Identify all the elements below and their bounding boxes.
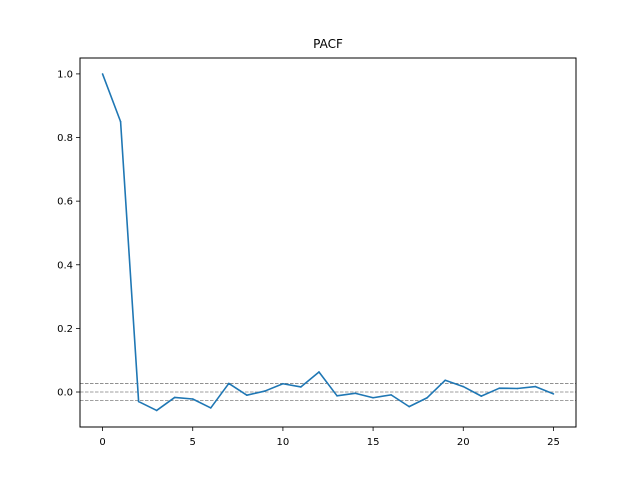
data-point <box>191 398 194 400</box>
data-point <box>498 387 501 389</box>
data-point <box>264 390 266 392</box>
x-tick-label: 15 <box>367 437 380 448</box>
data-point <box>390 394 392 396</box>
data-point <box>534 385 537 388</box>
series-line-0 <box>101 73 554 412</box>
data-point <box>336 395 338 397</box>
data-point <box>101 73 104 75</box>
data-point <box>300 386 302 388</box>
data-point <box>119 120 122 123</box>
data-point <box>480 395 483 397</box>
x-axis: 0 5 10 15 20 25 <box>99 427 560 448</box>
data-point <box>173 396 176 399</box>
x-tick-label: 5 <box>190 437 196 448</box>
data-point <box>318 371 320 373</box>
y-tick-label: 0.6 <box>57 197 73 208</box>
data-point <box>282 382 284 385</box>
data-point <box>137 400 140 403</box>
data-point <box>354 392 356 395</box>
data-point <box>462 385 465 388</box>
x-tick-label: 25 <box>547 437 560 448</box>
data-point <box>426 396 429 399</box>
y-tick-label: 1.0 <box>57 69 73 80</box>
x-tick-label: 0 <box>99 437 105 448</box>
x-tick-label: 10 <box>277 437 290 448</box>
y-tick-label: 0.8 <box>57 133 73 144</box>
data-point <box>552 393 555 395</box>
chart-title: PACF <box>313 37 343 51</box>
series-group <box>101 73 555 412</box>
plot-frame <box>79 57 577 428</box>
data-point <box>209 407 212 409</box>
data-point <box>444 379 447 382</box>
data-point <box>516 387 519 390</box>
data-point <box>228 382 230 385</box>
x-tick-label: 20 <box>457 437 470 448</box>
data-point <box>155 409 158 412</box>
y-axis: 0.0 0.2 0.4 0.6 0.8 1.0 <box>57 69 80 399</box>
data-point <box>246 394 248 396</box>
data-point <box>408 405 410 408</box>
y-tick-label: 0.0 <box>57 388 73 399</box>
y-tick-label: 0.4 <box>57 260 73 271</box>
y-tick-label: 0.2 <box>57 324 73 335</box>
data-point <box>372 396 374 399</box>
